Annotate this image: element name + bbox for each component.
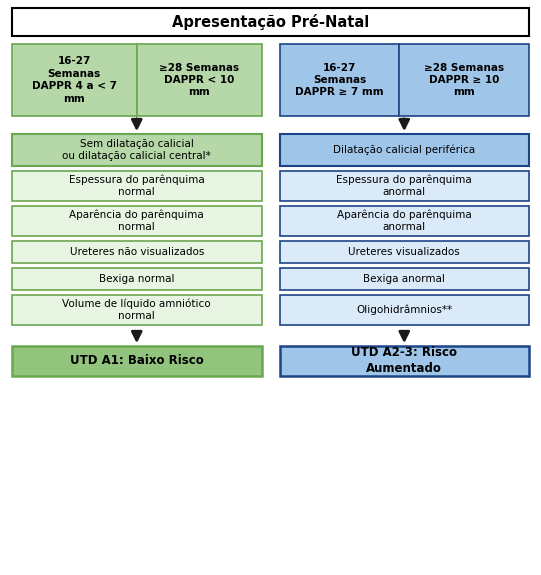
Bar	[12, 268, 261, 290]
Text: Ureteres não visualizados: Ureteres não visualizados	[70, 247, 204, 257]
Text: Espessura do parênquima
anormal: Espessura do parênquima anormal	[337, 175, 472, 197]
Text: ≥28 Semanas
DAPPR ≥ 10
mm: ≥28 Semanas DAPPR ≥ 10 mm	[424, 63, 504, 97]
Text: Ureteres visualizados: Ureteres visualizados	[348, 247, 460, 257]
Bar	[399, 44, 529, 116]
Text: Volume de líquido amniótico
normal: Volume de líquido amniótico normal	[62, 298, 211, 321]
Text: 16-27
Semanas
DAPPR 4 a < 7
mm: 16-27 Semanas DAPPR 4 a < 7 mm	[32, 56, 117, 104]
Text: Espessura do parênquima
normal: Espessura do parênquima normal	[69, 175, 204, 197]
Bar	[12, 206, 261, 236]
Bar	[280, 295, 529, 325]
Bar	[12, 8, 529, 36]
Bar	[12, 134, 261, 166]
Text: Bexiga anormal: Bexiga anormal	[364, 274, 445, 284]
Bar	[280, 171, 529, 201]
Text: Dilatação calicial periférica: Dilatação calicial periférica	[333, 145, 476, 155]
Text: ≥28 Semanas
DAPPR < 10
mm: ≥28 Semanas DAPPR < 10 mm	[159, 63, 239, 97]
Bar	[280, 134, 529, 166]
Text: Oligohidrâmnios**: Oligohidrâmnios**	[356, 305, 452, 315]
Bar	[280, 268, 529, 290]
Text: Aparência do parênquima
anormal: Aparência do parênquima anormal	[337, 209, 472, 232]
Bar	[280, 241, 529, 263]
Bar	[12, 171, 261, 201]
Text: Sem dilatação calicial
ou dilatação calicial central*: Sem dilatação calicial ou dilatação cali…	[62, 139, 211, 161]
Text: Apresentação Pré-Natal: Apresentação Pré-Natal	[172, 14, 369, 30]
Bar	[12, 44, 137, 116]
Bar	[280, 346, 529, 376]
Text: Aparência do parênquima
normal: Aparência do parênquima normal	[69, 209, 204, 232]
Text: 16-27
Semanas
DAPPR ≥ 7 mm: 16-27 Semanas DAPPR ≥ 7 mm	[295, 63, 384, 97]
Bar	[280, 44, 399, 116]
Bar	[12, 241, 261, 263]
Bar	[12, 295, 261, 325]
Bar	[280, 206, 529, 236]
Bar	[12, 346, 261, 376]
Bar	[137, 44, 261, 116]
Text: Bexiga normal: Bexiga normal	[99, 274, 175, 284]
Text: UTD A2-3: Risco
Aumentado: UTD A2-3: Risco Aumentado	[351, 347, 457, 375]
Text: UTD A1: Baixo Risco: UTD A1: Baixo Risco	[70, 355, 203, 367]
